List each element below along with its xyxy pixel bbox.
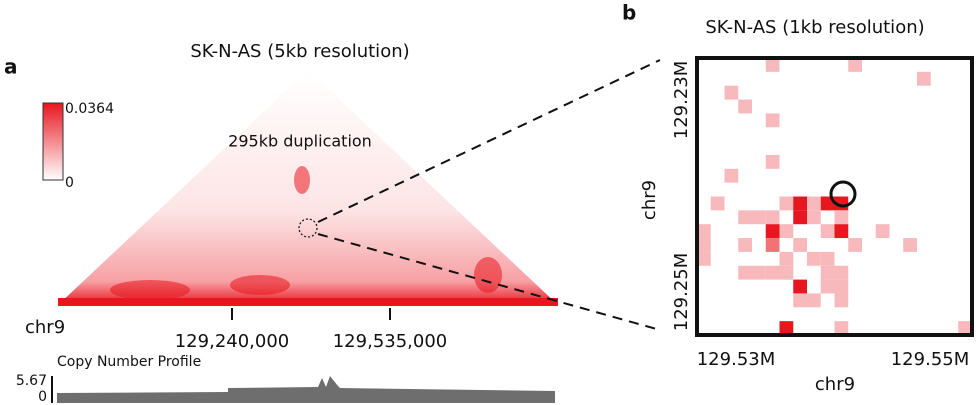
heatmap-cell: [793, 210, 807, 225]
heatmap-cell: [793, 196, 807, 211]
colorbar-max: 0.0364: [65, 101, 114, 117]
heatmap-cell: [793, 279, 807, 294]
heatmap-cells: [697, 58, 972, 335]
heatmap-cell: [724, 85, 739, 100]
heatmap-cell: [807, 210, 821, 225]
heatmap-cell: [820, 279, 835, 294]
heatmap-cell: [765, 224, 780, 239]
x-tick-label: 129,240,000: [175, 331, 290, 352]
heatmap-cell: [738, 238, 752, 252]
heatmap-cell: [724, 168, 739, 183]
hic-diagonal: [58, 298, 558, 306]
y-tick-label: 129.23M: [671, 61, 692, 140]
heatmap-cell: [834, 265, 849, 280]
highlight-circle: [829, 180, 857, 208]
heatmap-cell: [710, 196, 725, 211]
heatmap-cell: [958, 321, 972, 335]
x-axis-label: chr9: [815, 374, 855, 395]
heatmap-cell: [738, 210, 752, 225]
colorbar: [42, 102, 64, 181]
x-tick-label: 129.55M: [891, 349, 970, 370]
y-tick-label: 129.25M: [671, 253, 692, 332]
heatmap-cell: [697, 238, 711, 252]
heatmap-cell: [834, 321, 849, 335]
track-title: Copy Number Profile: [57, 354, 201, 370]
heatmap-cell: [807, 196, 821, 211]
panel-label: b: [622, 1, 636, 25]
x-tick-label: 129.53M: [697, 349, 776, 370]
heatmap-cell: [834, 210, 849, 225]
heatmap-cell: [738, 265, 752, 280]
heatmap-cell: [752, 265, 766, 280]
heatmap-cell: [820, 251, 835, 266]
heatmap-cell: [697, 224, 711, 239]
panel-title: SK-N-AS (5kb resolution): [190, 41, 409, 62]
heatmap-cell: [765, 210, 780, 225]
zoom-line: [317, 233, 661, 331]
heatmap-cell: [752, 210, 766, 225]
track-max: 5.67: [16, 373, 47, 389]
heatmap-cell: [917, 71, 931, 86]
heatmap-cell: [834, 293, 849, 308]
heatmap-cell: [779, 265, 794, 280]
hic-hotspots: [110, 166, 502, 300]
annotation: 295kb duplication: [228, 132, 372, 151]
heatmap-frame: [695, 56, 974, 337]
heatmap-cell: [779, 321, 794, 335]
panel-title: SK-N-AS (1kb resolution): [705, 17, 924, 38]
zoom-marker: [298, 218, 318, 238]
heatmap-cell: [807, 293, 821, 308]
y-axis-label: chr9: [639, 180, 660, 220]
zoom-line: [317, 59, 661, 223]
track-min: 0: [38, 389, 47, 405]
heatmap-cell: [765, 113, 780, 128]
x-tick-label: 129,535,000: [333, 331, 448, 352]
heatmap-cell: [765, 238, 780, 252]
heatmap-cell: [793, 293, 807, 308]
heatmap-cell: [697, 251, 711, 266]
heatmap-cell: [765, 58, 780, 72]
heatmap-cell: [779, 251, 794, 266]
heatmap-cell: [903, 238, 917, 252]
heatmap-cell: [793, 238, 807, 252]
heatmap-cell: [779, 196, 794, 211]
heatmap-cell: [765, 265, 780, 280]
heatmap-cell: [807, 251, 821, 266]
heatmap-cell: [779, 224, 794, 239]
heatmap-cell: [820, 265, 835, 280]
panel-label: a: [4, 55, 18, 79]
heatmap-cell: [848, 238, 862, 252]
copy-number-area: [57, 376, 555, 403]
colorbar-min: 0: [65, 175, 74, 191]
heatmap-cell: [738, 99, 752, 114]
heatmap-cell: [820, 224, 835, 239]
heatmap-cell: [834, 279, 849, 294]
chrom-label: chr9: [25, 317, 65, 338]
heatmap-cell: [848, 58, 862, 72]
heatmap-cell: [834, 224, 849, 239]
heatmap-cell: [765, 154, 780, 169]
heatmap-cell: [875, 224, 890, 239]
